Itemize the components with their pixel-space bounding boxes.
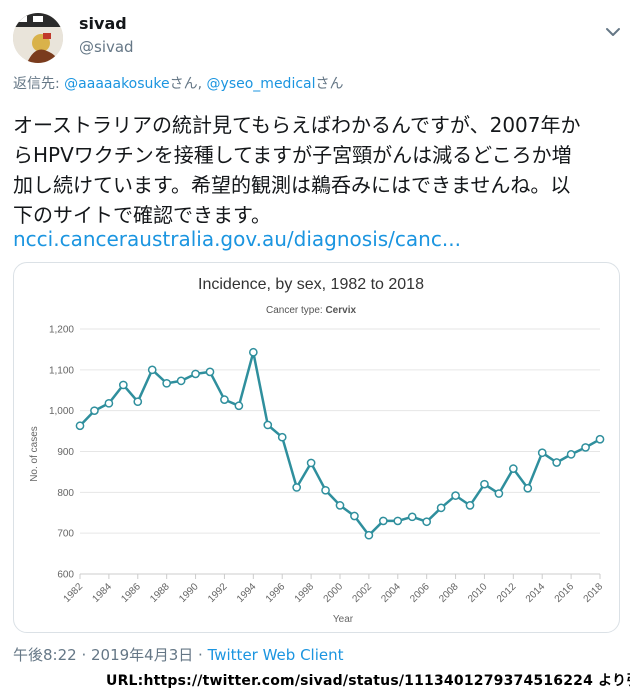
x-tick-label: 2012 (495, 581, 519, 605)
mention-link[interactable]: @aaaaakosuke (64, 76, 170, 92)
reply-prefix: 返信先: (13, 76, 65, 92)
tweet-text: オーストラリアの統計見てもらえばわかるんですが、2007年か らHPVワクチンを… (13, 110, 613, 230)
data-point (378, 516, 388, 526)
data-point (451, 491, 460, 500)
avatar[interactable] (13, 13, 63, 63)
x-tick-label: 1984 (90, 581, 114, 605)
reply-honorific: さん (315, 76, 344, 92)
x-axis-label: Year (333, 614, 354, 625)
data-point (90, 406, 99, 416)
tweet-text-line: 加し続けています。希望的観測は鵜呑みにはできませんね。以 (13, 173, 571, 197)
data-point (581, 443, 590, 452)
chart-series (75, 347, 605, 540)
reply-context: 返信先: @aaaaakosukeさん, @yseo_medicalさん (13, 73, 344, 93)
chart: Incidence, by sex, 1982 to 2018 Cancer t… (29, 276, 606, 625)
data-point (480, 479, 489, 489)
data-point (422, 517, 432, 527)
data-point (595, 434, 605, 444)
x-tick-label: 2008 (437, 581, 461, 605)
data-point (566, 450, 576, 459)
chart-subtitle: Cancer type: Cervix (266, 305, 356, 316)
data-point (205, 367, 215, 377)
x-tick-label: 2010 (466, 581, 490, 605)
x-tick-label: 1994 (235, 581, 259, 605)
tweet-link[interactable]: ncci.canceraustralia.gov.au/diagnosis/ca… (13, 227, 461, 251)
data-point (176, 376, 186, 386)
x-tick-label: 2016 (553, 581, 577, 605)
display-name[interactable]: sivad (79, 14, 127, 33)
data-point (104, 398, 114, 408)
x-tick-label: 2014 (524, 581, 548, 605)
x-tick-label: 2018 (582, 581, 606, 605)
y-tick-label: 800 (57, 488, 74, 499)
y-tick-label: 600 (57, 570, 74, 581)
timestamp[interactable]: 午後8:22 · 2019年4月3日 · (13, 646, 208, 664)
mention-link[interactable]: @yseo_medical (206, 76, 316, 92)
data-point (147, 365, 157, 375)
link-preview-card[interactable]: Incidence, by sex, 1982 to 2018 Cancer t… (13, 262, 620, 633)
x-tick-label: 1998 (293, 581, 317, 605)
data-point (277, 432, 287, 442)
data-point (321, 485, 330, 495)
data-point (75, 421, 85, 431)
data-point (465, 501, 475, 510)
y-axis-label: No. of cases (29, 426, 40, 482)
x-tick-label: 2004 (379, 581, 403, 605)
data-point (350, 511, 359, 521)
data-point (292, 483, 302, 492)
data-point (234, 401, 244, 411)
chart-title: Incidence, by sex, 1982 to 2018 (198, 276, 424, 293)
y-tick-label: 1,100 (49, 365, 74, 376)
x-tick-label: 1982 (62, 581, 86, 605)
data-point (393, 516, 403, 526)
y-axis-ticks: 600 700 800 900 1,000 1,100 1,200 (49, 325, 74, 581)
data-point (162, 378, 172, 388)
data-point (263, 420, 273, 430)
data-point (191, 369, 200, 379)
data-point (220, 395, 229, 404)
chart-grid (80, 328, 600, 575)
tweet-text-line: 下のサイトで確認できます。 (13, 203, 271, 227)
x-tick-label: 2006 (408, 581, 432, 605)
data-point (306, 458, 316, 468)
x-tick-label: 1996 (264, 581, 288, 605)
data-point (436, 503, 446, 513)
x-tick-label: 1986 (119, 581, 143, 605)
user-handle[interactable]: @sivad (79, 38, 134, 56)
reply-honorific: さん, (169, 76, 207, 92)
source-url-caption: URL:https://twitter.com/sivad/status/111… (106, 673, 630, 689)
data-point (133, 397, 143, 407)
y-tick-label: 900 (57, 447, 74, 458)
data-point (407, 512, 417, 522)
tweet-text-line: オーストラリアの統計見てもらえばわかるんですが、2007年か (13, 113, 581, 137)
data-point (494, 489, 504, 498)
data-point (508, 464, 518, 473)
data-point (537, 448, 547, 458)
tweet-text-line: らHPVワクチンを接種してますが子宮頸がんは減るどころか増 (13, 143, 572, 167)
x-tick-label: 2000 (322, 581, 346, 605)
data-point (364, 530, 374, 540)
y-tick-label: 1,200 (49, 325, 74, 336)
data-point (118, 380, 128, 390)
x-tick-label: 2002 (350, 581, 374, 605)
y-tick-label: 700 (57, 529, 74, 540)
data-point (552, 458, 562, 467)
y-tick-label: 1,000 (49, 406, 74, 417)
data-point (248, 347, 258, 357)
chevron-down-icon[interactable] (603, 25, 623, 39)
client-link[interactable]: Twitter Web Client (207, 646, 344, 664)
x-tick-label: 1992 (206, 581, 230, 605)
data-point (523, 483, 533, 493)
x-axis-ticks: 1982 1984 1986 1988 1990 1992 1994 1996 1998 2000… (62, 574, 606, 605)
tweet-meta: 午後8:22 · 2019年4月3日 · Twitter Web Client (13, 644, 344, 665)
x-tick-label: 1988 (148, 581, 172, 605)
data-point (335, 501, 345, 510)
x-tick-label: 1990 (177, 581, 201, 605)
